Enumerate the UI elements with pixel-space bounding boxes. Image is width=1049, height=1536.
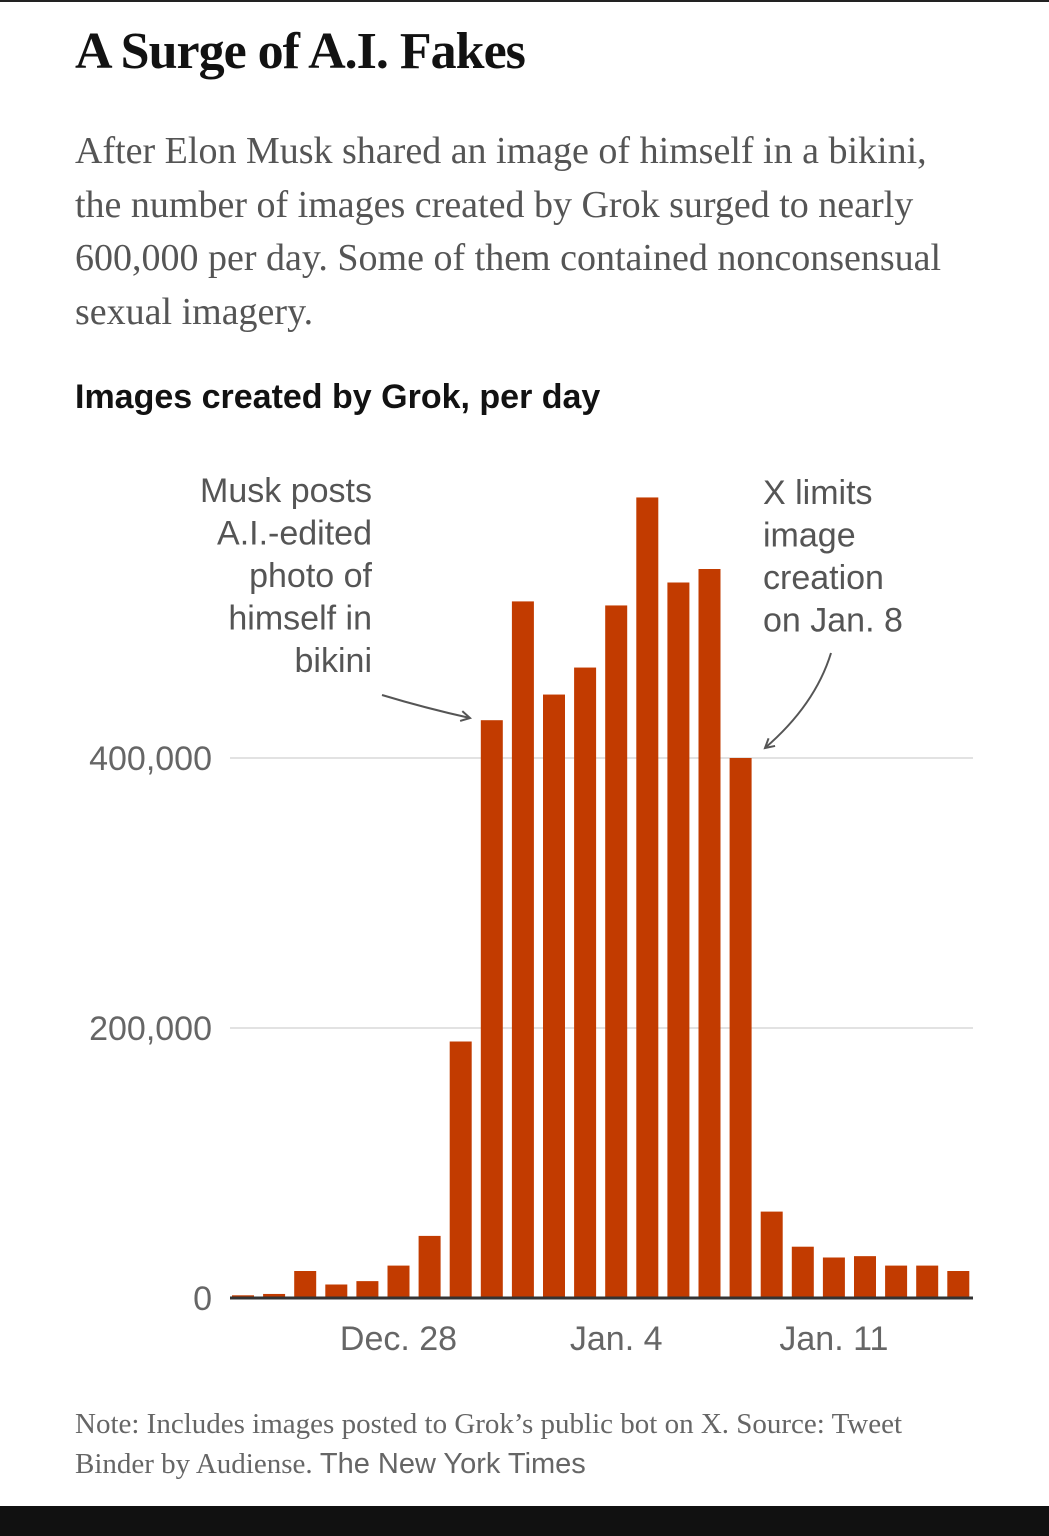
bar-jan-14 bbox=[916, 1265, 939, 1298]
credit-text: The New York Times bbox=[319, 1448, 586, 1480]
x-tick-label: Jan. 4 bbox=[570, 1320, 663, 1358]
y-tick-label: 0 bbox=[193, 1280, 212, 1318]
bar-jan-4 bbox=[605, 605, 628, 1298]
annotation-xlimits-line: on Jan. 8 bbox=[763, 602, 903, 640]
annotation-musk-line: Musk posts bbox=[200, 472, 372, 510]
annotation-musk-line: bikini bbox=[295, 642, 372, 680]
annotation-musk-line: himself in bbox=[228, 600, 372, 638]
bar-jan-12 bbox=[854, 1256, 876, 1298]
annotation-xlimits-line: creation bbox=[763, 559, 884, 597]
bar-jan-13 bbox=[885, 1265, 908, 1298]
bar-jan-10 bbox=[791, 1246, 814, 1298]
bar-jan-11 bbox=[822, 1257, 845, 1298]
chart-title: Images created by Grok, per day bbox=[75, 378, 601, 416]
top-rule bbox=[0, 0, 1049, 2]
bar-jan-15 bbox=[947, 1271, 970, 1298]
bar-jan-8 bbox=[729, 758, 752, 1298]
annotation-xlimits-line: X limits bbox=[763, 474, 873, 512]
bar-jan-7 bbox=[698, 569, 721, 1298]
bar-dec-29 bbox=[418, 1235, 441, 1298]
bar-jan-3 bbox=[574, 667, 597, 1298]
bar-jan-1 bbox=[511, 601, 534, 1298]
bar-dec-27 bbox=[356, 1281, 379, 1298]
chart-note: Note: Includes images posted to Grok’s p… bbox=[75, 1404, 975, 1484]
headline: A Surge of A.I. Fakes bbox=[75, 23, 526, 80]
annotation-arrow-musk bbox=[381, 694, 470, 718]
note-text: Note: Includes images posted to Grok’s p… bbox=[75, 1408, 730, 1440]
subheadline: After Elon Musk shared an image of himse… bbox=[75, 130, 942, 333]
source-text: Source: Tweet Binder by Audiense. bbox=[75, 1408, 903, 1480]
bar-dec-25 bbox=[294, 1271, 317, 1298]
bar-dec-30 bbox=[449, 1041, 472, 1298]
bar-dec-26 bbox=[325, 1284, 348, 1298]
annotation-arrow-xlimits bbox=[765, 652, 832, 748]
x-tick-label: Dec. 28 bbox=[340, 1320, 457, 1358]
bottom-bar bbox=[0, 1506, 1049, 1536]
bar-dec-28 bbox=[387, 1265, 410, 1298]
y-tick-label: 400,000 bbox=[89, 740, 212, 778]
annotation-musk-line: A.I.-edited bbox=[217, 515, 372, 553]
annotation-musk-line: photo of bbox=[249, 557, 372, 595]
bar-dec-31 bbox=[480, 720, 503, 1298]
bar-jan-2 bbox=[543, 694, 565, 1298]
bar-jan-9 bbox=[760, 1211, 783, 1298]
bar-jan-6 bbox=[667, 582, 690, 1298]
bar-dec-24 bbox=[263, 1293, 286, 1298]
bar-jan-5 bbox=[636, 497, 659, 1298]
annotation-xlimits-line: image bbox=[763, 517, 856, 555]
x-tick-label: Jan. 11 bbox=[779, 1320, 888, 1358]
y-tick-label: 200,000 bbox=[89, 1010, 212, 1048]
